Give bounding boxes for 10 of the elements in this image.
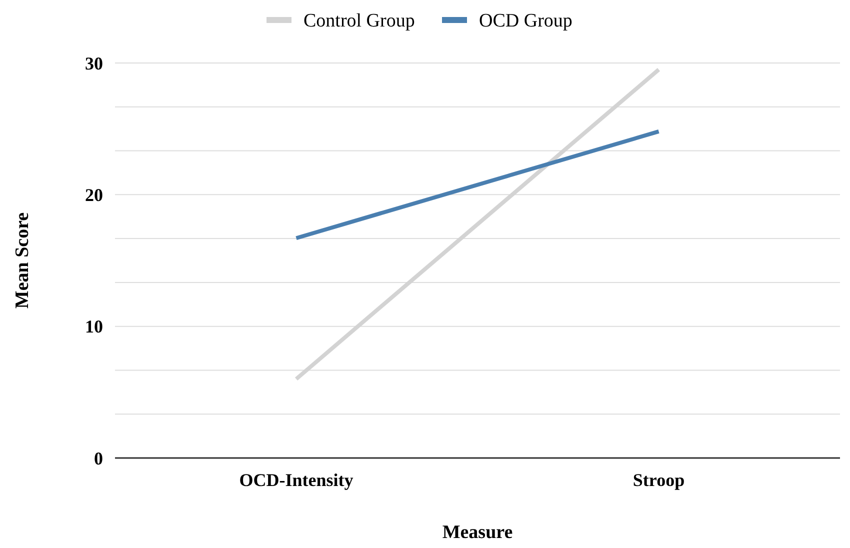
y-tick-label: 30 xyxy=(85,53,103,74)
x-axis-title: Measure xyxy=(442,522,513,543)
y-tick-label: 20 xyxy=(85,184,103,205)
legend-label: OCD Group xyxy=(479,10,572,32)
y-tick-label: 0 xyxy=(94,448,103,468)
legend-label: Control Group xyxy=(304,10,415,32)
x-tick-label: OCD-Intensity xyxy=(239,470,354,490)
y-tick-label: 10 xyxy=(85,316,103,337)
x-tick-label: Stroop xyxy=(632,470,685,490)
y-axis-title: Mean Score xyxy=(12,212,33,309)
